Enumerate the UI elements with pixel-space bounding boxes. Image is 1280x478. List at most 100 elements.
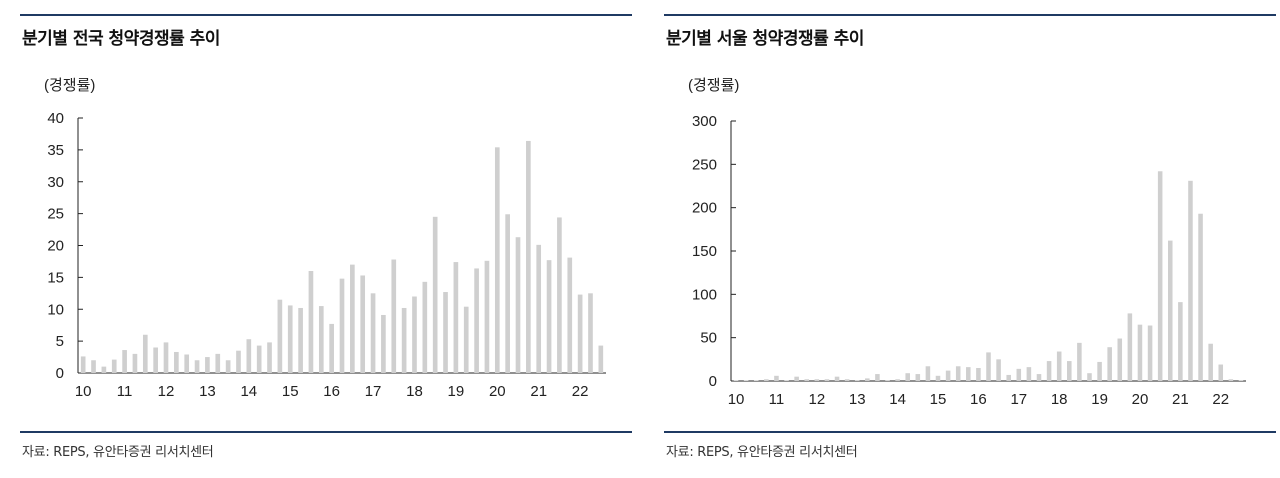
bar [91,360,96,373]
x-tick-label: 13 [849,391,866,408]
bar [905,373,910,381]
x-tick-label: 20 [489,383,506,400]
x-tick-label: 15 [282,383,299,400]
bar [225,360,231,373]
chart-title: 분기별 전국 청약경쟁률 추이 [22,29,220,49]
bar [422,281,428,373]
bar [1178,302,1183,381]
chart-panel-seoul: 분기별 서울 청약경쟁률 추이 (경쟁률) 0 50 100 150 200 250 300 1… [664,0,1276,478]
x-tick-label: 10 [75,383,92,400]
bar [360,275,366,373]
bar [463,306,469,373]
bar [915,374,921,381]
top-rule [20,14,632,16]
x-tick-label: 11 [117,383,133,400]
bar [794,376,799,381]
bar [350,264,355,373]
bar [277,299,283,373]
x-tick-label: 14 [889,391,906,408]
bar [1188,180,1193,381]
bar [986,352,991,381]
bar [1016,368,1022,381]
chart-panel-national: 분기별 전국 청약경쟁률 추이 (경쟁률) 0 5 10 15 20 25 30 35 40 10 1… [20,0,632,478]
bar [1056,351,1062,381]
bar [996,359,1001,381]
bar [432,216,438,373]
bar [774,375,779,381]
bar [101,366,107,373]
source-note: 자료: REPS, 유안타증권 리서치센터 [666,445,858,460]
bar [1208,343,1213,381]
bar [865,378,870,381]
bar [854,380,860,381]
y-tick-label: 0 [709,373,717,390]
y-tick-label: 50 [700,330,717,347]
bottom-rule [664,431,1276,433]
bar [567,257,573,373]
x-tick-label: 22 [572,383,589,400]
bar [1006,374,1011,381]
bar [298,307,303,373]
bar [163,342,169,373]
bar [955,366,961,381]
bar [885,380,890,381]
bar [132,353,138,373]
x-tick-label: 22 [1212,391,1229,408]
bar [287,305,293,373]
bar-chart-seoul: (경쟁률) 0 50 100 150 200 250 300 10 11 12 13 14 15 16 17 1… [688,77,1246,408]
top-rule [664,14,1276,16]
x-tick-label: 17 [365,383,382,400]
x-tick-label: 21 [1172,391,1189,408]
bar [536,244,542,373]
x-tick-label: 18 [406,383,423,400]
bar [194,360,200,373]
x-tick-label: 16 [323,383,340,400]
bar [1137,324,1143,381]
bar [804,379,810,381]
bar [142,334,148,373]
x-tick-label: 14 [240,383,257,400]
bar [546,260,552,373]
y-tick-label: 10 [47,301,64,318]
bar-chart-national: (경쟁률) 0 5 10 15 20 25 30 35 40 10 11 12 13 14 15 16 17 18 1… [44,77,606,400]
bar [484,260,490,373]
y-tick-label: 100 [692,286,717,303]
bar [598,345,604,373]
bar [1107,347,1112,381]
bar [1087,373,1092,381]
chart-title: 분기별 서울 청약경쟁률 추이 [666,29,864,49]
bar [1026,367,1032,381]
bar [588,293,593,373]
y-tick-label: 25 [47,206,64,223]
bar [184,354,190,373]
bar [453,262,459,373]
bar [236,350,241,373]
bar [246,339,252,373]
y-tick-label: 300 [692,113,717,130]
bottom-rule [20,431,632,433]
bar [1117,338,1123,381]
bar [925,366,931,381]
y-tick-label: 150 [692,243,717,260]
x-tick-label: 12 [808,391,825,408]
x-tick-label: 19 [1091,391,1108,408]
bar [844,379,850,381]
bar [814,379,820,381]
y-tick-label: 20 [47,238,64,255]
bar [215,353,221,373]
bar [318,306,324,373]
bar [370,293,376,373]
bar [329,323,334,373]
bar [391,259,397,373]
x-tick-label: 21 [530,383,547,400]
y-tick-label: 30 [47,174,64,191]
y-tick-label: 200 [692,200,717,217]
bar [935,375,941,381]
bar [526,140,531,373]
bar [1198,213,1203,381]
y-tick-label: 40 [47,110,64,127]
bar [256,345,262,373]
x-tick-label: 19 [448,383,465,400]
y-axis-label: (경쟁률) [44,77,95,94]
bar [122,350,127,373]
